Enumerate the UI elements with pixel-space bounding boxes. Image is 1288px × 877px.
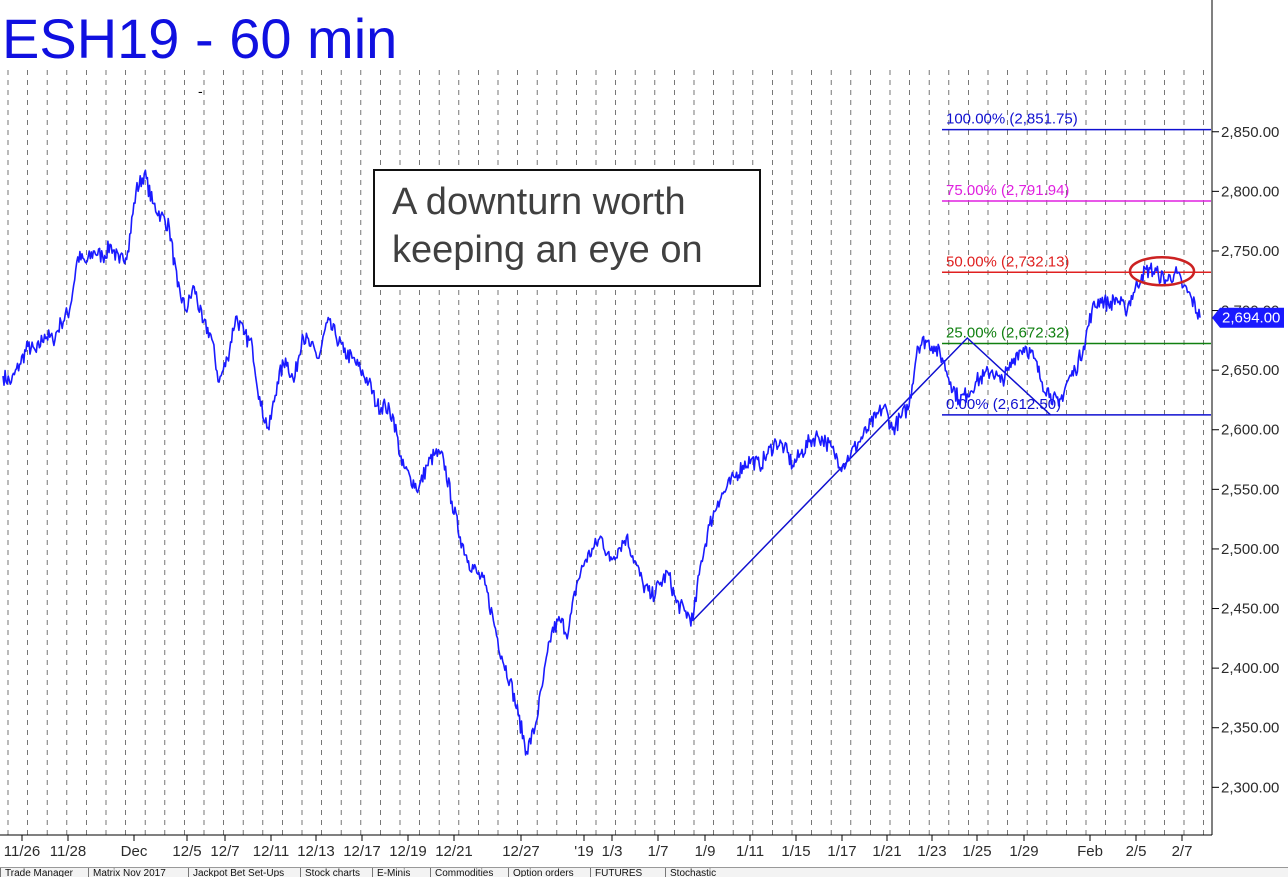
chart-tab[interactable]: Stochastic xyxy=(665,868,720,877)
x-tick-label: 1/29 xyxy=(1009,843,1038,860)
fibonacci-levels: 100.00% (2,851.75) 75.00% (2,791.94) 50.00… xyxy=(942,111,1211,416)
y-axis: 2,300.00 2,350.00 2,400.00 2,450.00 2,500.00… xyxy=(1211,0,1279,835)
y-tick-label: 2,350.00 xyxy=(1221,720,1279,737)
x-tick-label: 1/17 xyxy=(827,843,856,860)
x-tick-label: 12/13 xyxy=(297,843,335,860)
chart-title: ESH19 - 60 min xyxy=(2,7,397,70)
x-tick-label: 1/15 xyxy=(781,843,810,860)
x-tick-label: 1/23 xyxy=(917,843,946,860)
pattern-lines xyxy=(692,336,1051,622)
y-tick-label: 2,750.00 xyxy=(1221,243,1279,260)
highlight-ellipse xyxy=(1128,255,1196,287)
x-tick-label: Dec xyxy=(121,843,148,860)
x-tick-label: 1/9 xyxy=(695,843,716,860)
x-tick-label: 1/11 xyxy=(736,843,764,860)
chart-tab[interactable]: Option orders xyxy=(508,868,578,877)
fib-level-label: 25.00% (2,672.32) xyxy=(946,325,1069,342)
chart-tab[interactable]: FUTURES xyxy=(590,868,646,877)
y-tick-label: 2,450.00 xyxy=(1221,601,1279,618)
x-tick-label: 12/21 xyxy=(435,843,473,860)
title-marker: - xyxy=(198,83,203,99)
last-price-marker: 2,694.00 xyxy=(1212,307,1284,328)
fib-level-label: 75.00% (2,791.94) xyxy=(946,182,1069,199)
fib-level-label: 50.00% (2,732.13) xyxy=(946,253,1069,270)
x-tick-label: 2/7 xyxy=(1172,843,1193,860)
y-tick-label: 2,600.00 xyxy=(1221,422,1279,439)
x-axis: 11/26 11/28 Dec 12/5 12/7 12/11 12/13 12/17 12/1… xyxy=(0,834,1212,860)
pattern-polyline xyxy=(692,336,1051,622)
x-tick-label: 12/19 xyxy=(389,843,427,860)
x-tick-label: 12/11 xyxy=(253,843,289,860)
x-tick-label: 1/21 xyxy=(872,843,901,860)
y-tick-label: 2,500.00 xyxy=(1221,541,1279,558)
x-tick-label: 11/28 xyxy=(50,843,86,860)
chart-tab[interactable]: E-Minis xyxy=(372,868,414,877)
x-tick-label: 1/25 xyxy=(962,843,991,860)
y-tick-label: 2,550.00 xyxy=(1221,481,1279,498)
y-tick-label: 2,650.00 xyxy=(1221,362,1279,379)
x-tick-label: 12/7 xyxy=(210,843,239,860)
annotation-line-1: A downturn worth xyxy=(392,181,686,223)
x-tick-label: '19 xyxy=(574,843,594,860)
last-price-label: 2,694.00 xyxy=(1222,310,1280,327)
x-tick-label: 1/7 xyxy=(648,843,669,860)
fib-level-label: 100.00% (2,851.75) xyxy=(946,111,1078,128)
y-tick-label: 2,400.00 xyxy=(1221,660,1279,677)
chart-tab[interactable]: Matrix Nov 2017 xyxy=(88,868,170,877)
x-tick-label: 1/3 xyxy=(602,843,623,860)
chart-tab[interactable]: Commodities xyxy=(430,868,497,877)
fib-level-label: 0.00% (2,612.50) xyxy=(946,396,1061,413)
x-tick-label: 11/26 xyxy=(4,843,40,860)
x-tick-label: Feb xyxy=(1077,843,1103,860)
price-series-line xyxy=(2,169,1201,756)
x-tick-label: 2/5 xyxy=(1126,843,1147,860)
chart-tab[interactable]: Trade Manager xyxy=(0,868,77,877)
chart-tab[interactable]: Jackpot Bet Set-Ups xyxy=(188,868,288,877)
chart-tab[interactable]: Stock charts xyxy=(300,868,364,877)
vertical-gridlines xyxy=(7,70,1204,835)
annotation-box: A downturn worth keeping an eye on xyxy=(373,169,761,287)
x-tick-label: 12/17 xyxy=(343,843,381,860)
y-tick-label: 2,300.00 xyxy=(1221,779,1279,796)
annotation-line-2: keeping an eye on xyxy=(392,229,703,271)
y-tick-label: 2,850.00 xyxy=(1221,124,1279,141)
chart-tab-bar: Trade Manager Matrix Nov 2017 Jackpot Bet … xyxy=(0,867,1288,877)
x-tick-label: 12/5 xyxy=(172,843,201,860)
y-tick-label: 2,800.00 xyxy=(1221,183,1279,200)
x-tick-label: 12/27 xyxy=(502,843,540,860)
